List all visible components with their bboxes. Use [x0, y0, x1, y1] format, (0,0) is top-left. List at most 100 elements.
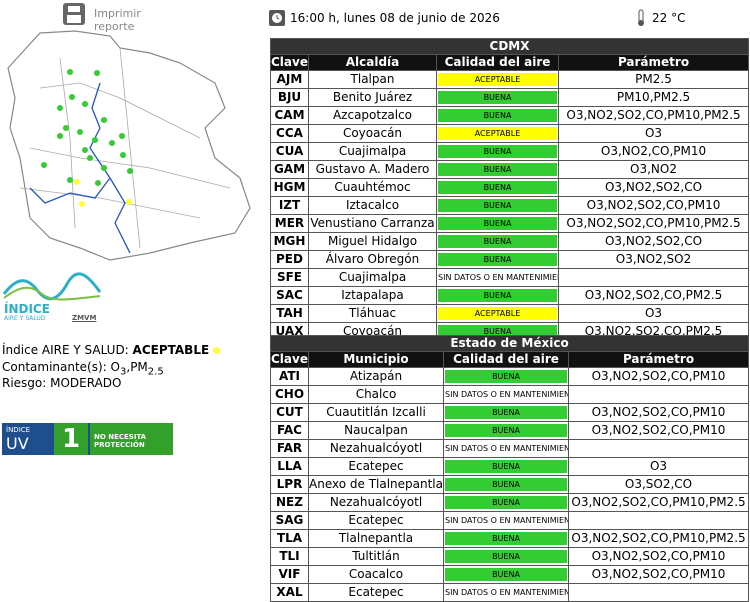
quality-cell: BUENA: [436, 232, 559, 251]
table-row: MER Venustiano Carranza BUENA O3,NO2,SO2,CO…: [270, 214, 750, 233]
temperature: 22 °C: [652, 11, 686, 25]
quality-cell: BUENA: [443, 547, 569, 566]
print-button[interactable]: Imprimir reporte: [62, 2, 182, 33]
quality-label: BUENA: [445, 406, 567, 419]
parameters: [557, 268, 750, 287]
station-key: CUT: [270, 403, 309, 422]
quality-label: BUENA: [445, 550, 567, 563]
quality-label: BUENA: [438, 217, 557, 230]
data-table: CDMX Clave Alcaldía Calidad del aire Parámet…: [269, 38, 750, 359]
thermometer-icon: [638, 9, 644, 26]
parameters: O3,NO2,SO2,CO,PM10: [567, 565, 750, 584]
station-key: HGM: [270, 178, 309, 197]
station-name: Chalco: [308, 385, 444, 404]
table-row: CUA Cuajimalpa BUENA O3,NO2,CO,PM10: [270, 142, 750, 161]
quality-label: BUENA: [438, 199, 557, 212]
table-row: CAM Azcapotzalco BUENA O3,NO2,SO2,CO,PM10,P…: [270, 106, 750, 125]
table-row: PED Álvaro Obregón BUENA O3,NO2,SO2: [270, 250, 750, 269]
station-key: XAL: [270, 583, 309, 602]
parameters: O3,NO2,SO2,CO: [557, 178, 750, 197]
station-name: Tlalnepantla: [308, 529, 444, 548]
station-name: Coyoacán: [308, 124, 437, 143]
table-row: XAL Ecatepec SIN DATOS O EN MANTENIMIENTO: [270, 583, 750, 602]
parameters: O3,NO2,SO2: [557, 250, 750, 269]
station-key: LLA: [270, 457, 309, 476]
table-title: Estado de México: [269, 335, 750, 352]
column-header: Calidad del aire: [443, 351, 569, 368]
quality-label: SIN DATOS O EN MANTENIMIENTO: [445, 388, 569, 401]
quality-label: BUENA: [438, 325, 557, 338]
quality-cell: BUENA: [436, 142, 559, 161]
index-line: Índice AIRE Y SALUD: ACEPTABLE: [2, 343, 220, 357]
quality-cell: BUENA: [436, 286, 559, 305]
station-key: SAC: [270, 286, 309, 305]
quality-label: SIN DATOS O EN MANTENIMIENTO: [445, 586, 569, 599]
station-key: CHO: [270, 385, 309, 404]
quality-cell: BUENA: [443, 421, 569, 440]
station-key: TLA: [270, 529, 309, 548]
station-key: LPR: [270, 475, 309, 494]
quality-label: BUENA: [438, 289, 557, 302]
table-row: HGM Cuauhtémoc BUENA O3,NO2,SO2,CO: [270, 178, 750, 197]
quality-cell: BUENA: [443, 529, 569, 548]
logo-org: ZMVM: [72, 314, 97, 322]
table-title: CDMX: [269, 38, 750, 55]
station-name: Cuajimalpa: [308, 268, 437, 287]
pollutant: 3: [120, 366, 127, 378]
station-key: NEZ: [270, 493, 309, 512]
column-header: Alcaldía: [308, 54, 437, 71]
quality-cell: BUENA: [443, 403, 569, 422]
header-row: Clave Alcaldía Calidad del aire Parámetro: [270, 54, 750, 71]
table-row: VIF Coacalco BUENA O3,NO2,SO2,CO,PM10: [270, 565, 750, 584]
quality-label: ACEPTABLE: [438, 307, 557, 320]
quality-cell: BUENA: [436, 214, 559, 233]
table-row: LLA Ecatepec BUENA O3: [270, 457, 750, 476]
quality-cell: BUENA: [443, 457, 569, 476]
station-key: CUA: [270, 142, 309, 161]
parameters: O3,NO2,SO2,CO,PM10: [567, 367, 750, 386]
station-key: FAC: [270, 421, 309, 440]
parameters: [567, 583, 750, 602]
quality-label: SIN DATOS O EN MANTENIMIENTO: [438, 271, 558, 284]
station-key: CCA: [270, 124, 309, 143]
column-header: Parámetro: [557, 54, 750, 71]
title-row: CDMX: [269, 38, 750, 55]
station-name: Venustiano Carranza: [308, 214, 437, 233]
quality-label: BUENA: [438, 235, 557, 248]
logo-subtitle: AIRE Y SALUD: [4, 315, 46, 322]
quality-cell: BUENA: [436, 160, 559, 179]
table-row: SAG Ecatepec SIN DATOS O EN MANTENIMIENTO: [270, 511, 750, 530]
quality-label: ACEPTABLE: [438, 73, 557, 86]
station-name: Coacalco: [308, 565, 444, 584]
print-icon: [63, 3, 85, 25]
table-row: SAC Iztapalapa BUENA O3,NO2,SO2,CO,PM2.5: [270, 286, 750, 305]
risk: Riesgo: MODERADO: [2, 376, 122, 390]
table-row: GAM Gustavo A. Madero BUENA O3,NO2: [270, 160, 750, 179]
station-key: GAM: [270, 160, 309, 179]
quality-label: ACEPTABLE: [438, 127, 557, 140]
station-key: PED: [270, 250, 309, 269]
uv-value: 1: [54, 423, 88, 455]
parameters: O3,SO2,CO: [567, 475, 750, 494]
column-header: Municipio: [308, 351, 444, 368]
station-name: Cuautitlán Izcalli: [308, 403, 444, 422]
table-row: FAC Naucalpan BUENA O3,NO2,SO2,CO,PM10: [270, 421, 750, 440]
station-name: Ecatepec: [308, 511, 444, 530]
quality-cell: BUENA: [436, 250, 559, 269]
quality-cell: BUENA: [443, 475, 569, 494]
table-row: TLA Tlalnepantla BUENA O3,NO2,SO2,CO,PM10,P…: [270, 529, 750, 548]
station-name: Atizapán: [308, 367, 444, 386]
table-row: CUT Cuautitlán Izcalli BUENA O3,NO2,SO2,CO,…: [270, 403, 750, 422]
station-name: Cuajimalpa: [308, 142, 437, 161]
station-key: MGH: [270, 232, 309, 251]
parameters: O3,NO2,SO2,CO,PM10,PM2.5: [567, 493, 750, 512]
parameters: O3,NO2,SO2,CO,PM10: [557, 196, 750, 215]
quality-cell: SIN DATOS O EN MANTENIMIENTO: [443, 583, 569, 602]
parameters: O3,NO2,SO2,CO,PM10: [567, 421, 750, 440]
station-key: ATI: [270, 367, 309, 386]
uv-name: UV: [6, 434, 29, 453]
station-name: Nezahualcóyotl: [308, 493, 444, 512]
table-row: NEZ Nezahualcóyotl BUENA O3,NO2,SO2,CO,PM10…: [270, 493, 750, 512]
station-key: TAH: [270, 304, 309, 323]
quality-label: BUENA: [445, 460, 567, 473]
